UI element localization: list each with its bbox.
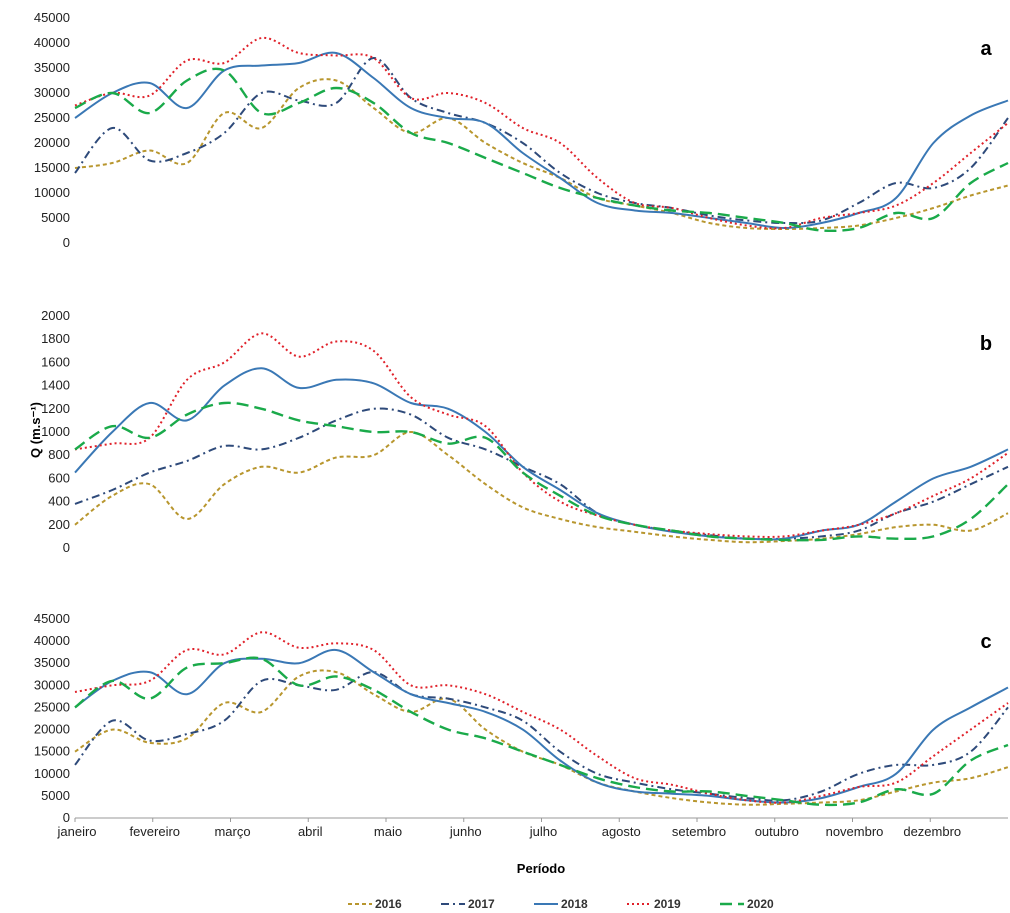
- x-tick-label: outubro: [755, 824, 799, 839]
- series-line-2020-b: [74, 401, 1009, 542]
- series-line-2017-c: [74, 671, 1009, 802]
- panel-letter-b: b: [980, 333, 992, 355]
- panel-c-y-tick: 5000: [41, 788, 70, 803]
- panel-b-y-tick: 400: [48, 494, 70, 509]
- series-line-2018-c: [74, 648, 1009, 804]
- legend-label-2016: 2016: [375, 897, 402, 911]
- panel-a-y-tick: 5000: [41, 210, 70, 225]
- panel-a-y-tick: 20000: [34, 135, 70, 150]
- panel-b-y-tick: 2000: [41, 308, 70, 323]
- panel-c-y-tick: 25000: [34, 699, 70, 714]
- series-line-2020-c: [74, 656, 1009, 807]
- y-axis-title: Q (m.s⁻¹): [28, 402, 43, 458]
- series-line-2019-c: [74, 631, 1009, 804]
- x-tick-label: agosto: [602, 824, 641, 839]
- panel-letter-c: c: [980, 631, 991, 653]
- series-line-2018-b: [74, 367, 1009, 541]
- x-tick-label: janeiro: [56, 824, 96, 839]
- legend-label-2019: 2019: [654, 897, 681, 911]
- series-line-2016-b: [74, 430, 1009, 544]
- panel-b-y-tick: 200: [48, 517, 70, 532]
- series-line-2020-a: [74, 67, 1009, 233]
- panel-a-y-tick: 40000: [34, 35, 70, 50]
- legend-label-2020: 2020: [747, 897, 774, 911]
- panel-a: 0 5000 10000 15000 20000 25000 30000 35000 40000…: [34, 10, 1009, 250]
- panel-c-y-tick: 15000: [34, 744, 70, 759]
- series-line-2019-a: [74, 36, 1009, 230]
- x-tick-label: novembro: [826, 824, 884, 839]
- x-tick-label: abril: [298, 824, 323, 839]
- panel-b-y-tick: 1400: [41, 378, 70, 393]
- series-line-2018-a: [74, 51, 1009, 230]
- panel-b-y-tick: 1200: [41, 401, 70, 416]
- series-line-2016-a: [74, 78, 1009, 231]
- panel-c-y-tick: 45000: [34, 611, 70, 626]
- x-tick-label: julho: [529, 824, 557, 839]
- x-axis: janeiro fevereiro março abril maio junho julho…: [56, 818, 961, 839]
- panel-letter-a: a: [980, 38, 992, 60]
- panel-c-y-tick: 0: [63, 810, 70, 825]
- legend-label-2017: 2017: [468, 897, 495, 911]
- series-line-2016-c: [74, 669, 1009, 806]
- panel-a-y-tick: 45000: [34, 10, 70, 25]
- chart-panels: 0500010000150002000025000300003500040000…: [34, 10, 1009, 825]
- panel-b-y-tick: 1000: [41, 424, 70, 439]
- x-tick-label: junho: [449, 824, 482, 839]
- panel-a-y-tick: 15000: [34, 160, 70, 175]
- series-line-2019-b: [74, 332, 1009, 538]
- panel-a-y-tick: 25000: [34, 110, 70, 125]
- panel-c-y-tick: 35000: [34, 655, 70, 670]
- x-tick-label: dezembro: [903, 824, 961, 839]
- panel-c-y-tick: 40000: [34, 633, 70, 648]
- series-line-2017-a: [74, 56, 1009, 225]
- x-tick-label: fevereiro: [129, 824, 180, 839]
- panel-b-y-tick: 1600: [41, 354, 70, 369]
- x-tick-label: setembro: [672, 824, 726, 839]
- panel-b: 0 200 400 600 800 1000 1200 1400 1600 1800 2000 b: [41, 308, 1009, 555]
- legend: 2016 2017 2018 2019 2020: [348, 897, 774, 911]
- panel-b-y-tick: 0: [63, 540, 70, 555]
- panel-c-y-tick: 10000: [34, 766, 70, 781]
- panel-a-y-tick: 0: [63, 235, 70, 250]
- x-tick-label: maio: [374, 824, 402, 839]
- panel-b-y-tick: 600: [48, 470, 70, 485]
- panel-c-y-tick: 30000: [34, 677, 70, 692]
- panel-c: 0 5000 10000 15000 20000 25000 30000 35000 40000…: [34, 611, 1009, 825]
- panel-b-y-tick: 800: [48, 447, 70, 462]
- panel-a-y-tick: 35000: [34, 60, 70, 75]
- x-tick-label: março: [214, 824, 250, 839]
- panel-a-y-tick: 30000: [34, 85, 70, 100]
- x-axis-title: Período: [517, 861, 565, 876]
- panel-b-y-tick: 1800: [41, 331, 70, 346]
- panel-c-y-tick: 20000: [34, 722, 70, 737]
- panel-a-y-tick: 10000: [34, 185, 70, 200]
- series-line-2017-b: [74, 407, 1009, 541]
- legend-label-2018: 2018: [561, 897, 588, 911]
